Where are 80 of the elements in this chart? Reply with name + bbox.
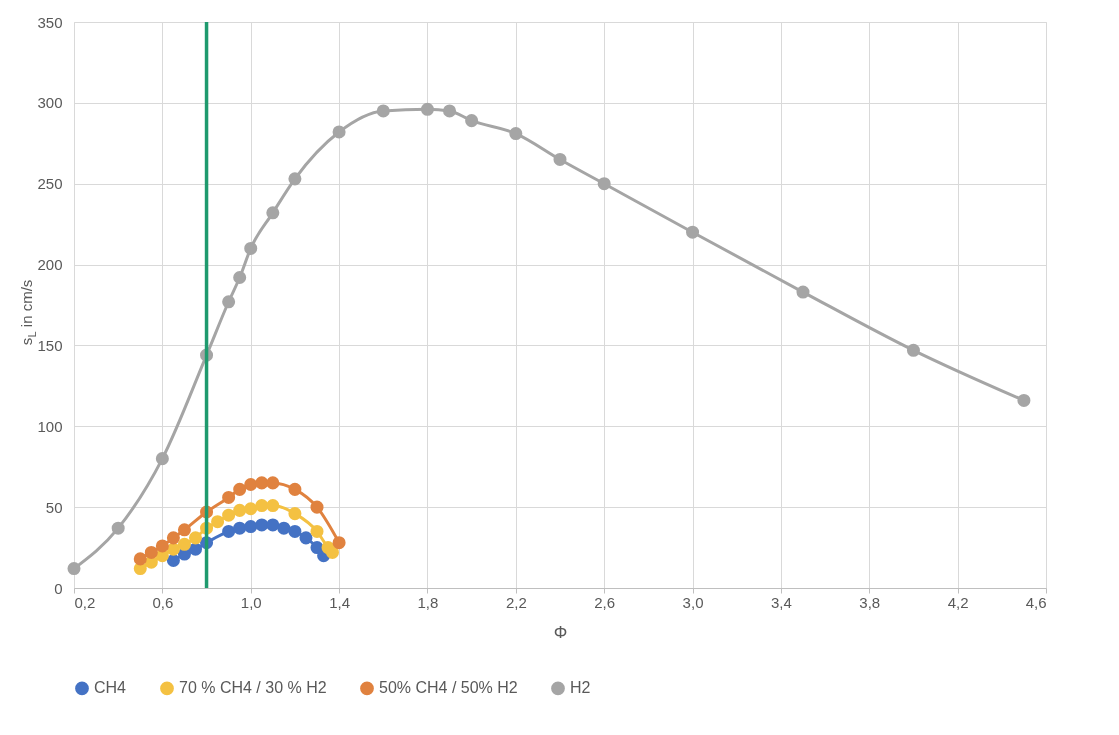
point <box>509 127 523 141</box>
point <box>188 542 203 556</box>
point <box>255 476 269 490</box>
x-tick-label: 1,0 <box>240 593 262 611</box>
point <box>222 490 236 504</box>
point <box>244 502 258 516</box>
point <box>686 225 700 239</box>
x-tick-label: 4,6 <box>1025 593 1047 611</box>
legend-label: 70 % CH4 / 30 % H2 <box>179 679 327 697</box>
point <box>233 503 247 517</box>
y-tick-label: 250 <box>37 175 63 193</box>
x-tick-label: 3,4 <box>770 593 792 611</box>
y-tick-label: 0 <box>54 579 63 597</box>
y-tick-label: 150 <box>37 336 63 354</box>
point <box>796 285 810 299</box>
y-tick-label: 350 <box>37 13 63 31</box>
point <box>155 452 169 466</box>
legend-label: CH4 <box>94 679 127 697</box>
point <box>67 562 81 576</box>
point <box>177 537 191 551</box>
y-tick-label: 50 <box>45 498 63 516</box>
point <box>325 545 339 559</box>
x-tick-label: 2,6 <box>594 593 616 611</box>
point <box>465 114 479 128</box>
point <box>222 524 236 538</box>
legend-label: H2 <box>570 679 591 697</box>
point <box>277 521 291 535</box>
x-tick-label: 0,2 <box>74 593 96 611</box>
y-tick-label: 300 <box>37 94 63 112</box>
legend-label: 50% CH4 / 50% H2 <box>379 679 518 697</box>
point <box>211 515 225 529</box>
point <box>133 552 147 566</box>
y-axis-title: sL in cm/s <box>18 279 38 346</box>
point <box>222 295 236 309</box>
point <box>288 507 302 521</box>
point <box>443 104 457 118</box>
point <box>310 500 324 514</box>
point <box>376 104 390 118</box>
point <box>266 206 280 220</box>
point <box>420 102 434 116</box>
point <box>288 524 302 538</box>
point <box>222 508 236 522</box>
point <box>906 343 920 357</box>
point <box>244 241 258 255</box>
x-tick-label: 3,0 <box>682 593 704 611</box>
point <box>332 536 346 550</box>
point <box>177 523 191 537</box>
point <box>299 531 313 545</box>
point <box>233 482 247 496</box>
point <box>288 482 302 496</box>
x-tick-label: 4,2 <box>947 593 969 611</box>
point <box>332 125 346 139</box>
x-tick-label: 1,8 <box>417 593 439 611</box>
point <box>310 524 324 538</box>
point <box>233 521 247 535</box>
point <box>288 172 302 186</box>
x-tick-label: 2,2 <box>505 593 527 611</box>
point <box>233 271 247 285</box>
point <box>266 518 280 532</box>
point <box>553 152 567 166</box>
point <box>597 177 611 191</box>
point <box>166 554 180 568</box>
y-tick-label: 200 <box>37 256 63 274</box>
point <box>244 478 258 492</box>
point <box>255 518 269 532</box>
point <box>111 521 125 535</box>
x-tick-label: 3,8 <box>859 593 881 611</box>
x-tick-label: 1,4 <box>329 593 351 611</box>
point <box>144 545 158 559</box>
x-axis-title: Φ <box>553 622 568 642</box>
point <box>255 499 269 513</box>
y-tick-label: 100 <box>37 417 63 435</box>
point <box>266 476 280 490</box>
point <box>188 531 203 545</box>
point <box>244 520 258 534</box>
point <box>166 531 180 545</box>
point <box>1017 393 1031 407</box>
point <box>155 539 169 553</box>
x-tick-label: 0,6 <box>152 593 174 611</box>
point <box>266 499 280 513</box>
